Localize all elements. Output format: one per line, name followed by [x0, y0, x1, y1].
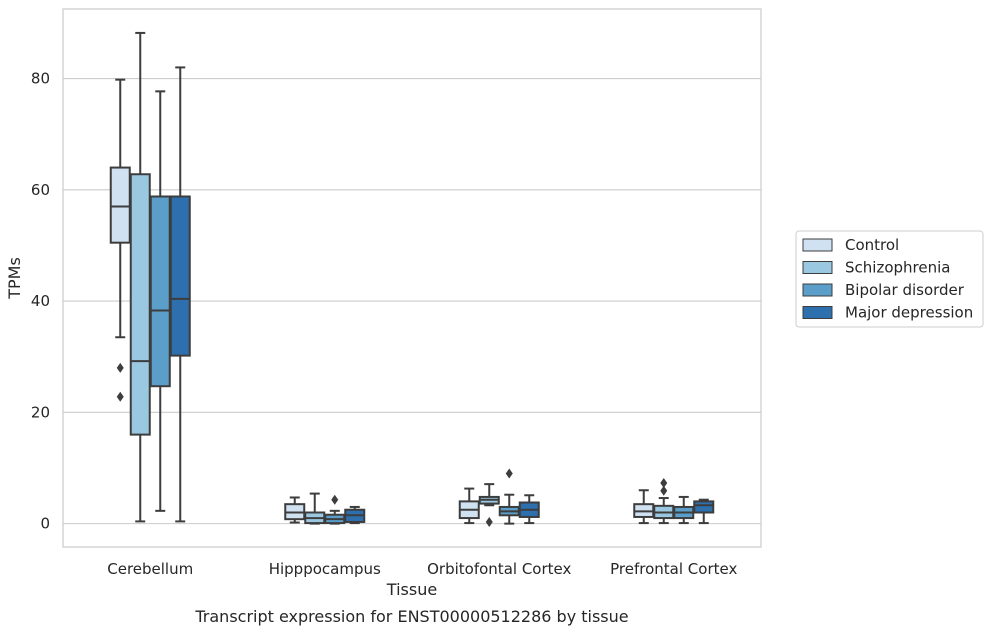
boxes-layer [109, 31, 715, 527]
outlier-point [505, 468, 513, 479]
legend-entry-label: Major depression [845, 304, 973, 322]
legend-swatch [802, 238, 833, 252]
y-tick-label: 60 [31, 181, 50, 199]
legend-frame [795, 230, 984, 328]
x-tick-label: Orbitofontal Cortex [427, 560, 571, 578]
x-tick-label: Prefrontal Cortex [610, 560, 737, 578]
x-axis-label: Tissue [386, 580, 437, 599]
box [673, 495, 695, 525]
box [693, 498, 715, 525]
box [498, 468, 520, 525]
y-tick-label: 80 [31, 70, 50, 88]
box [129, 31, 151, 523]
x-axis-ticks: Cerebellum Hipppocampus Orbitofontal Corte… [107, 560, 737, 578]
legend-swatch [802, 306, 833, 319]
y-tick-label: 0 [40, 515, 50, 533]
legend-swatch [802, 261, 833, 274]
y-tick-label: 20 [31, 403, 50, 421]
box-iqr [149, 195, 171, 388]
legend-entry-label: Bipolar disorder [845, 281, 965, 299]
outlier-point [660, 478, 668, 489]
box [344, 505, 366, 525]
series-schizophrenia [129, 31, 675, 527]
y-axis-ticks: 0 20 40 60 80 [31, 70, 50, 533]
y-tick-label: 40 [31, 292, 50, 310]
outlier-point [116, 391, 124, 402]
box [324, 494, 346, 525]
series-bipolar-disorder [149, 90, 695, 525]
x-tick-label: Hipppocampus [269, 560, 381, 578]
box [633, 489, 655, 525]
outlier-point [331, 494, 339, 505]
box-iqr [693, 500, 715, 514]
legend-entry-label: Schizophrenia [845, 259, 950, 277]
box [653, 478, 675, 525]
box [109, 78, 131, 402]
box [169, 66, 191, 523]
outlier-point [116, 362, 124, 373]
box [478, 483, 500, 527]
box-iqr [169, 195, 191, 357]
chart-caption: Transcript expression for ENST0000051228… [194, 607, 628, 626]
box [518, 494, 540, 525]
series-major-depression [169, 66, 715, 525]
x-tick-label: Cerebellum [107, 560, 193, 578]
y-axis-label: TPMs [5, 257, 24, 300]
legend-swatch [802, 283, 833, 297]
box [149, 90, 171, 512]
box-iqr [129, 173, 151, 436]
box [458, 487, 480, 525]
box-iqr [109, 166, 131, 244]
outlier-point [660, 485, 668, 496]
legend-entry-label: Control [845, 236, 899, 254]
box [284, 496, 306, 524]
legend: Control Schizophrenia Bipolar disorder Majo… [795, 230, 984, 328]
plot-area-frame [62, 8, 762, 548]
box [304, 492, 326, 525]
outlier-point [485, 516, 493, 527]
